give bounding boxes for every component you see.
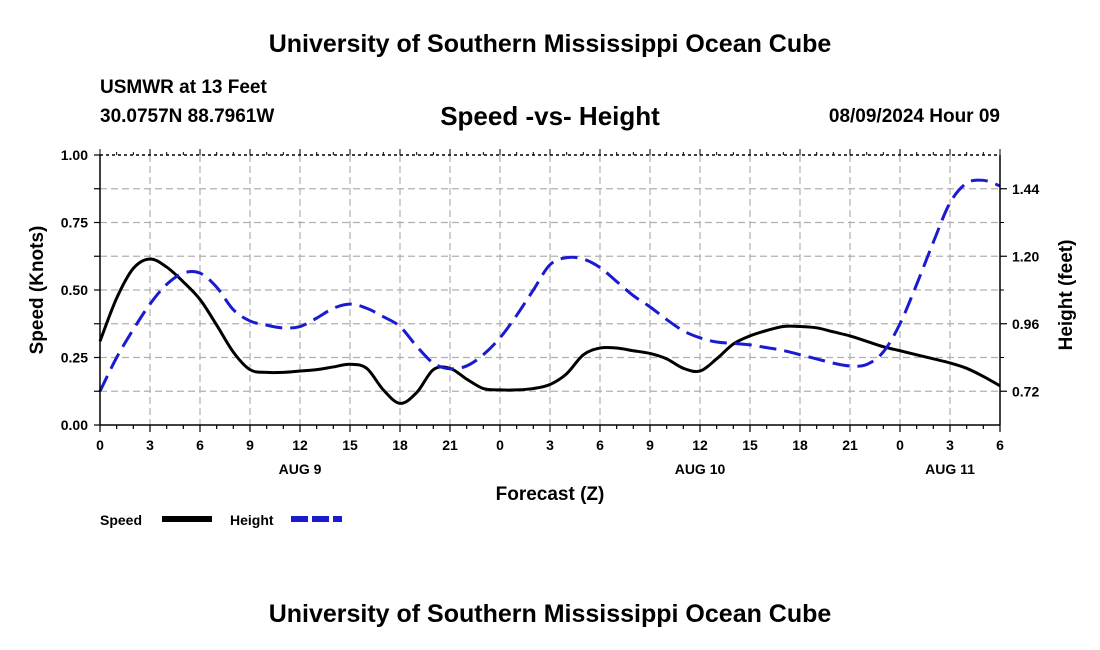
x-tick-label: 0: [96, 437, 104, 453]
x-tick-label: 15: [342, 437, 358, 453]
x-tick-label: 3: [146, 437, 154, 453]
legend: Speed Height: [100, 512, 342, 528]
x-tick-label: 12: [692, 437, 708, 453]
chart-subtitle: Speed -vs- Height: [440, 101, 660, 131]
series-line-speed: [98, 257, 1001, 405]
x-tick-label: 9: [646, 437, 654, 453]
grid: [100, 155, 1000, 425]
station-name: USMWR at 13 Feet: [100, 77, 267, 98]
y2-tick-label: 1.44: [1012, 181, 1039, 197]
y-tick-label: 0.00: [61, 417, 88, 433]
x-tick-label: 9: [246, 437, 254, 453]
x-axis-title: Forecast (Z): [496, 484, 605, 505]
day-label: AUG 10: [675, 461, 726, 477]
y-tick-label: 0.25: [61, 350, 88, 366]
tick-labels: 0.00 0.25 0.50 0.75 1.00 0.72 0.96 1.20 1.44 0 3 6 9…: [27, 147, 1077, 505]
y2-axis-title: Height (feet): [1056, 240, 1077, 351]
forecast-datetime: 08/09/2024 Hour 09: [828, 106, 1000, 127]
series-lines: [98, 178, 1001, 405]
x-tick-label: 15: [742, 437, 758, 453]
x-tick-label: 0: [896, 437, 904, 453]
y-tick-label: 0.75: [61, 215, 88, 231]
day-label: AUG 9: [279, 461, 322, 477]
y-tick-label: 0.50: [61, 282, 88, 298]
x-tick-label: 21: [842, 437, 858, 453]
y-axis-title: Speed (Knots): [27, 226, 48, 355]
axes-frame: [94, 149, 1007, 432]
speed-height-chart: 0.00 0.25 0.50 0.75 1.00 0.72 0.96 1.20 1.44 0 3 6 9…: [27, 147, 1077, 528]
x-tick-label: 12: [292, 437, 308, 453]
legend-label-height: Height: [230, 512, 274, 528]
x-tick-label: 6: [996, 437, 1004, 453]
x-tick-label: 6: [196, 437, 204, 453]
x-tick-label: 0: [496, 437, 504, 453]
footer-title: University of Southern Mississippi Ocean…: [268, 600, 832, 628]
station-coordinates: 30.0757N 88.7961W: [100, 106, 275, 127]
legend-label-speed: Speed: [100, 512, 142, 528]
x-tick-label: 3: [946, 437, 954, 453]
y2-tick-label: 1.20: [1012, 248, 1039, 264]
page-title: University of Southern Mississippi Ocean…: [268, 30, 832, 58]
series-line-height: [98, 178, 1001, 392]
x-tick-label: 21: [442, 437, 458, 453]
x-tick-label: 18: [392, 437, 408, 453]
y2-tick-label: 0.96: [1012, 316, 1039, 332]
x-tick-label: 18: [792, 437, 808, 453]
x-tick-label: 6: [596, 437, 604, 453]
y2-tick-label: 0.72: [1012, 383, 1039, 399]
x-tick-label: 3: [546, 437, 554, 453]
y-tick-label: 1.00: [61, 147, 88, 163]
day-label: AUG 11: [925, 461, 975, 477]
